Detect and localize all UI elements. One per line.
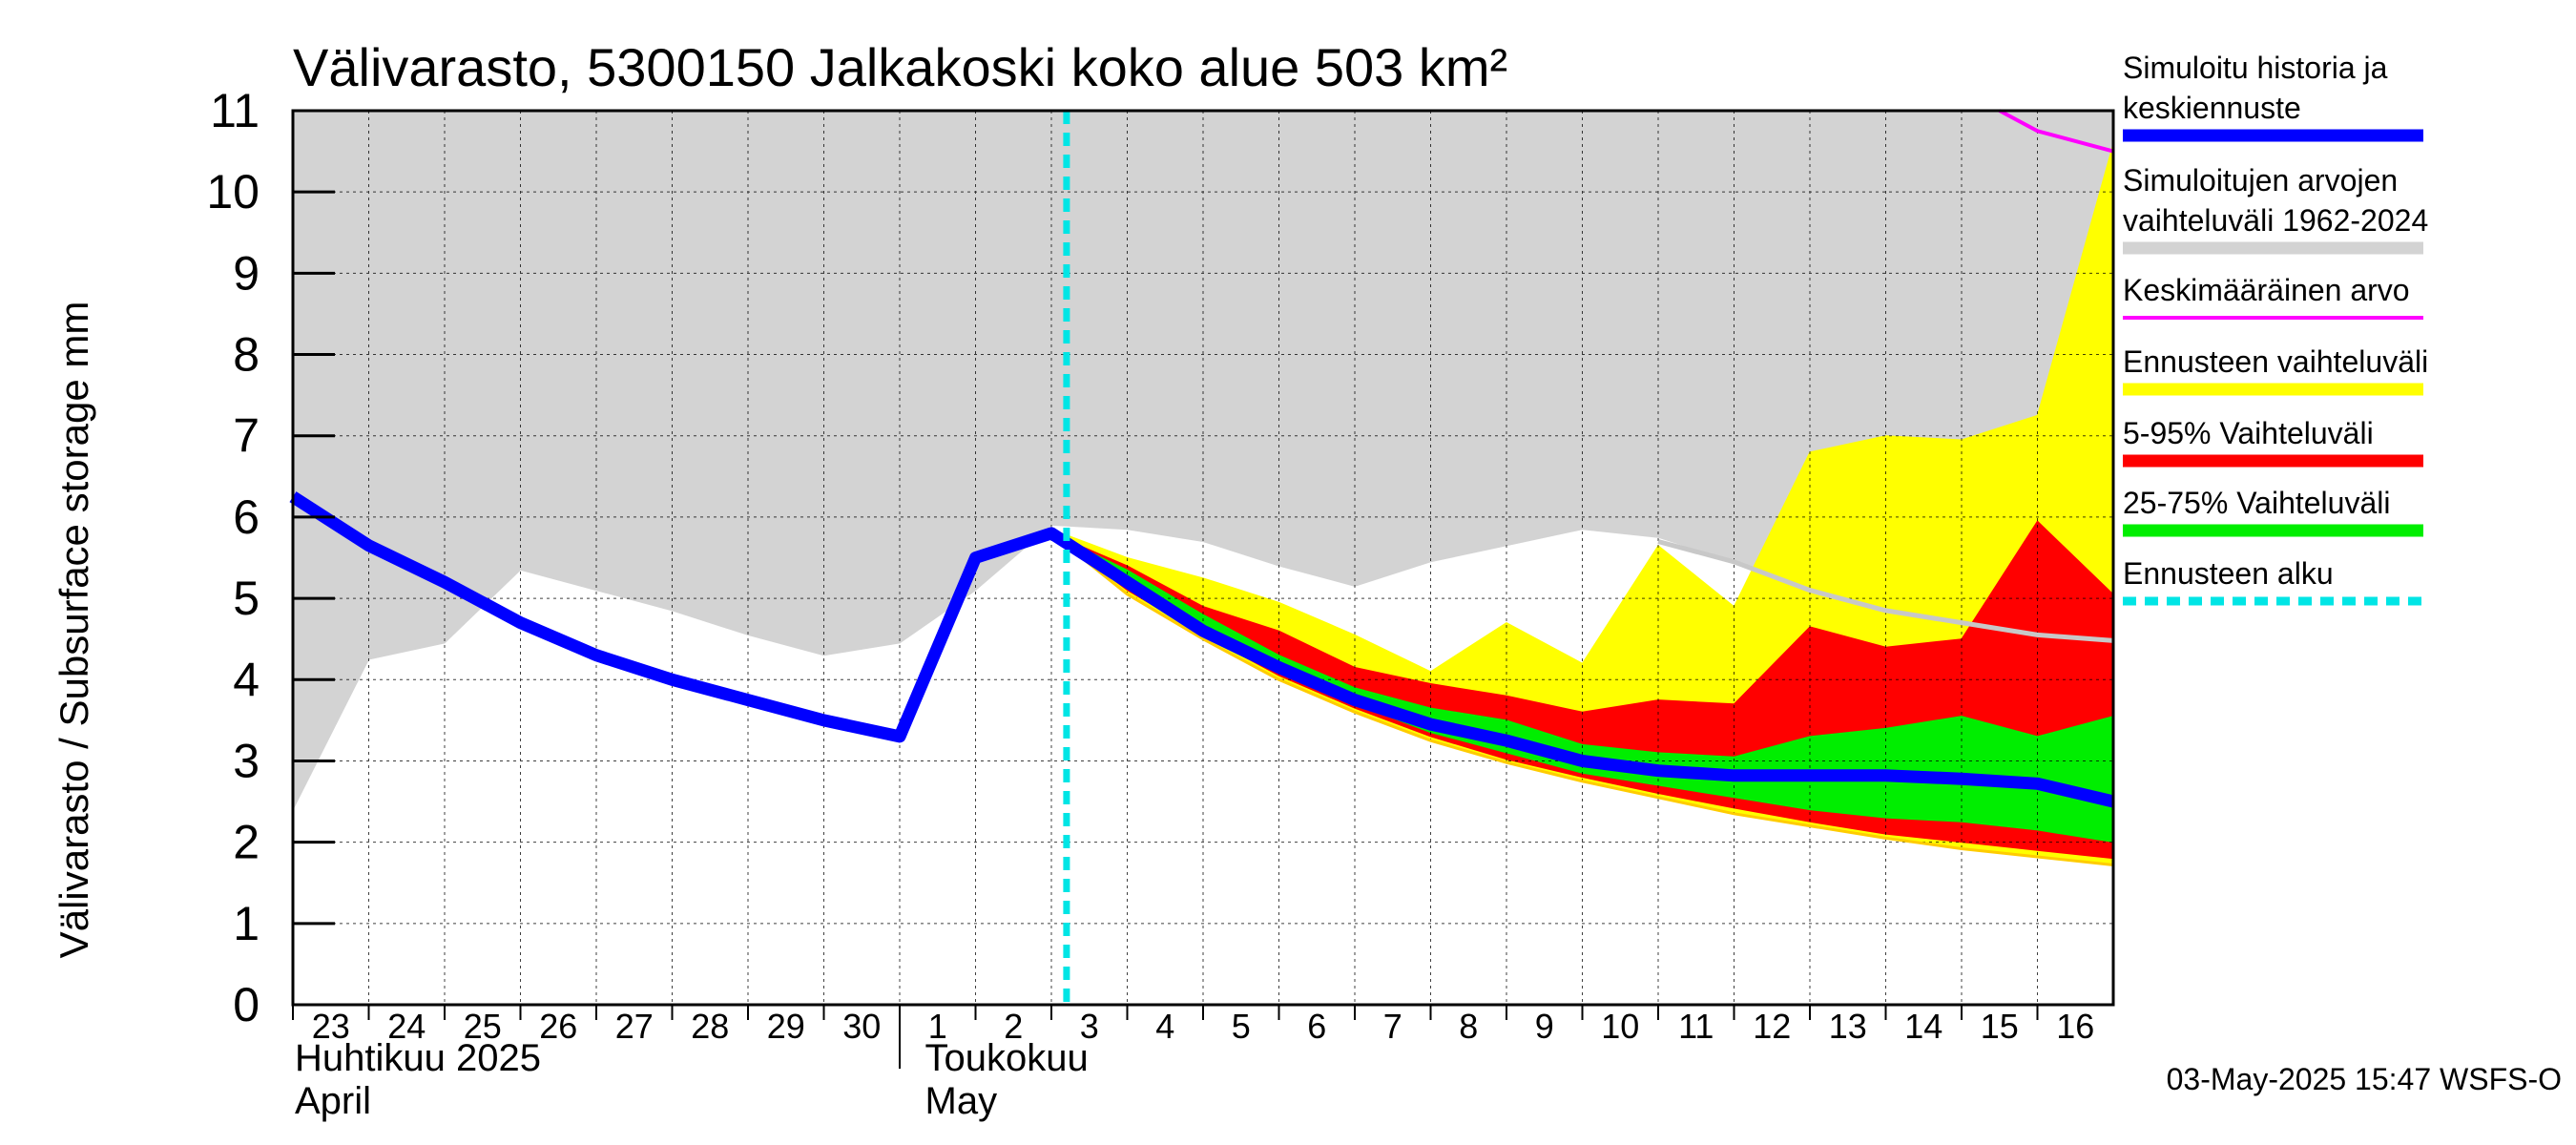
x-tick-label: 27 xyxy=(615,1007,654,1046)
legend-entry: Ennusteen vaihteluväli xyxy=(2123,344,2428,396)
legend-entry: Ennusteen alku xyxy=(2123,556,2423,606)
legend-label: Ennusteen alku xyxy=(2123,556,2334,591)
x-tick-label: 3 xyxy=(1080,1007,1099,1046)
legend-entry: Simuloitujen arvojen vaihteluväli 1962-20… xyxy=(2123,163,2428,255)
y-tick-label: 4 xyxy=(233,653,260,706)
y-tick-label: 7 xyxy=(233,409,260,463)
x-tick-label: 23 xyxy=(312,1007,350,1046)
legend: Simuloitu historia jakeskiennusteSimuloi… xyxy=(2123,51,2428,606)
forecast-min-edge xyxy=(1050,531,2114,866)
legend-label: 25-75% Vaihteluväli xyxy=(2123,486,2390,520)
x-tick-label: 4 xyxy=(1155,1007,1174,1046)
x-tick-label: 25 xyxy=(464,1007,502,1046)
x-tick-label: 29 xyxy=(767,1007,805,1046)
y-tick-label: 6 xyxy=(233,490,260,544)
x-tick-label: 1 xyxy=(928,1007,947,1046)
x-tick-label: 26 xyxy=(539,1007,577,1046)
legend-entry: 5-95% Vaihteluväli xyxy=(2123,416,2423,468)
month-label: Toukokuu xyxy=(925,1037,1089,1079)
x-tick-label: 15 xyxy=(1981,1007,2019,1046)
line-simuloitu-historia-ja-keskiennuste xyxy=(289,491,2115,808)
legend-entry: 25-75% Vaihteluväli xyxy=(2123,486,2423,537)
y-tick-label: 0 xyxy=(233,978,260,1031)
legend-label: Simuloitujen arvojen xyxy=(2123,163,2398,198)
x-tick-label: 7 xyxy=(1383,1007,1402,1046)
y-axis-label: Välivarasto / Subsurface storage mm xyxy=(52,302,96,959)
legend-label: Ennusteen vaihteluväli xyxy=(2123,344,2428,379)
y-tick-label: 8 xyxy=(233,328,260,382)
x-tick-label: 2 xyxy=(1004,1007,1023,1046)
x-tick-label: 5 xyxy=(1232,1007,1251,1046)
y-tick-label: 9 xyxy=(233,246,260,300)
month-label-en: April xyxy=(295,1080,371,1122)
footer-timestamp: 03-May-2025 15:47 WSFS-O xyxy=(2167,1062,2562,1096)
y-tick-label: 5 xyxy=(233,572,260,625)
y-tick-label: 2 xyxy=(233,816,260,869)
y-tick-label: 10 xyxy=(206,165,260,219)
x-tick-label: 13 xyxy=(1829,1007,1867,1046)
month-label-en: May xyxy=(925,1080,998,1122)
x-tick-label: 16 xyxy=(2056,1007,2094,1046)
x-tick-label: 6 xyxy=(1307,1007,1326,1046)
x-tick-label: 12 xyxy=(1753,1007,1791,1046)
x-tick-label: 10 xyxy=(1601,1007,1639,1046)
x-tick-label: 11 xyxy=(1678,1007,1714,1046)
month-label: Huhtikuu 2025 xyxy=(295,1037,541,1079)
legend-label: 5-95% Vaihteluväli xyxy=(2123,416,2374,450)
x-tick-label: 14 xyxy=(1904,1007,1942,1046)
x-tick-label: 28 xyxy=(691,1007,729,1046)
legend-label-line2: keskiennuste xyxy=(2123,91,2301,125)
y-tick-label: 1 xyxy=(233,897,260,950)
chart-title: Välivarasto, 5300150 Jalkakoski koko alu… xyxy=(293,37,1507,97)
x-tick-label: 9 xyxy=(1535,1007,1554,1046)
legend-entry: Simuloitu historia ja keskiennuste xyxy=(2123,51,2423,142)
grid xyxy=(293,111,2113,1005)
plot-area xyxy=(289,109,2115,1005)
legend-label: Simuloitu historia ja xyxy=(2123,51,2388,85)
y-tick-label: 11 xyxy=(210,84,260,137)
line-median-of-simulated-values xyxy=(1657,539,2114,643)
x-tick-label: 24 xyxy=(387,1007,426,1046)
line-keskimaarainen-arvo xyxy=(1998,109,2114,154)
legend-label-line2: vaihteluväli 1962-2024 xyxy=(2123,203,2428,238)
x-tick-label: 8 xyxy=(1459,1007,1478,1046)
y-tick-label: 3 xyxy=(233,734,260,787)
x-tick-label: 30 xyxy=(842,1007,881,1046)
legend-label: Keskimääräinen arvo xyxy=(2123,273,2410,307)
legend-entry: Keskimääräinen arvo xyxy=(2123,273,2423,320)
